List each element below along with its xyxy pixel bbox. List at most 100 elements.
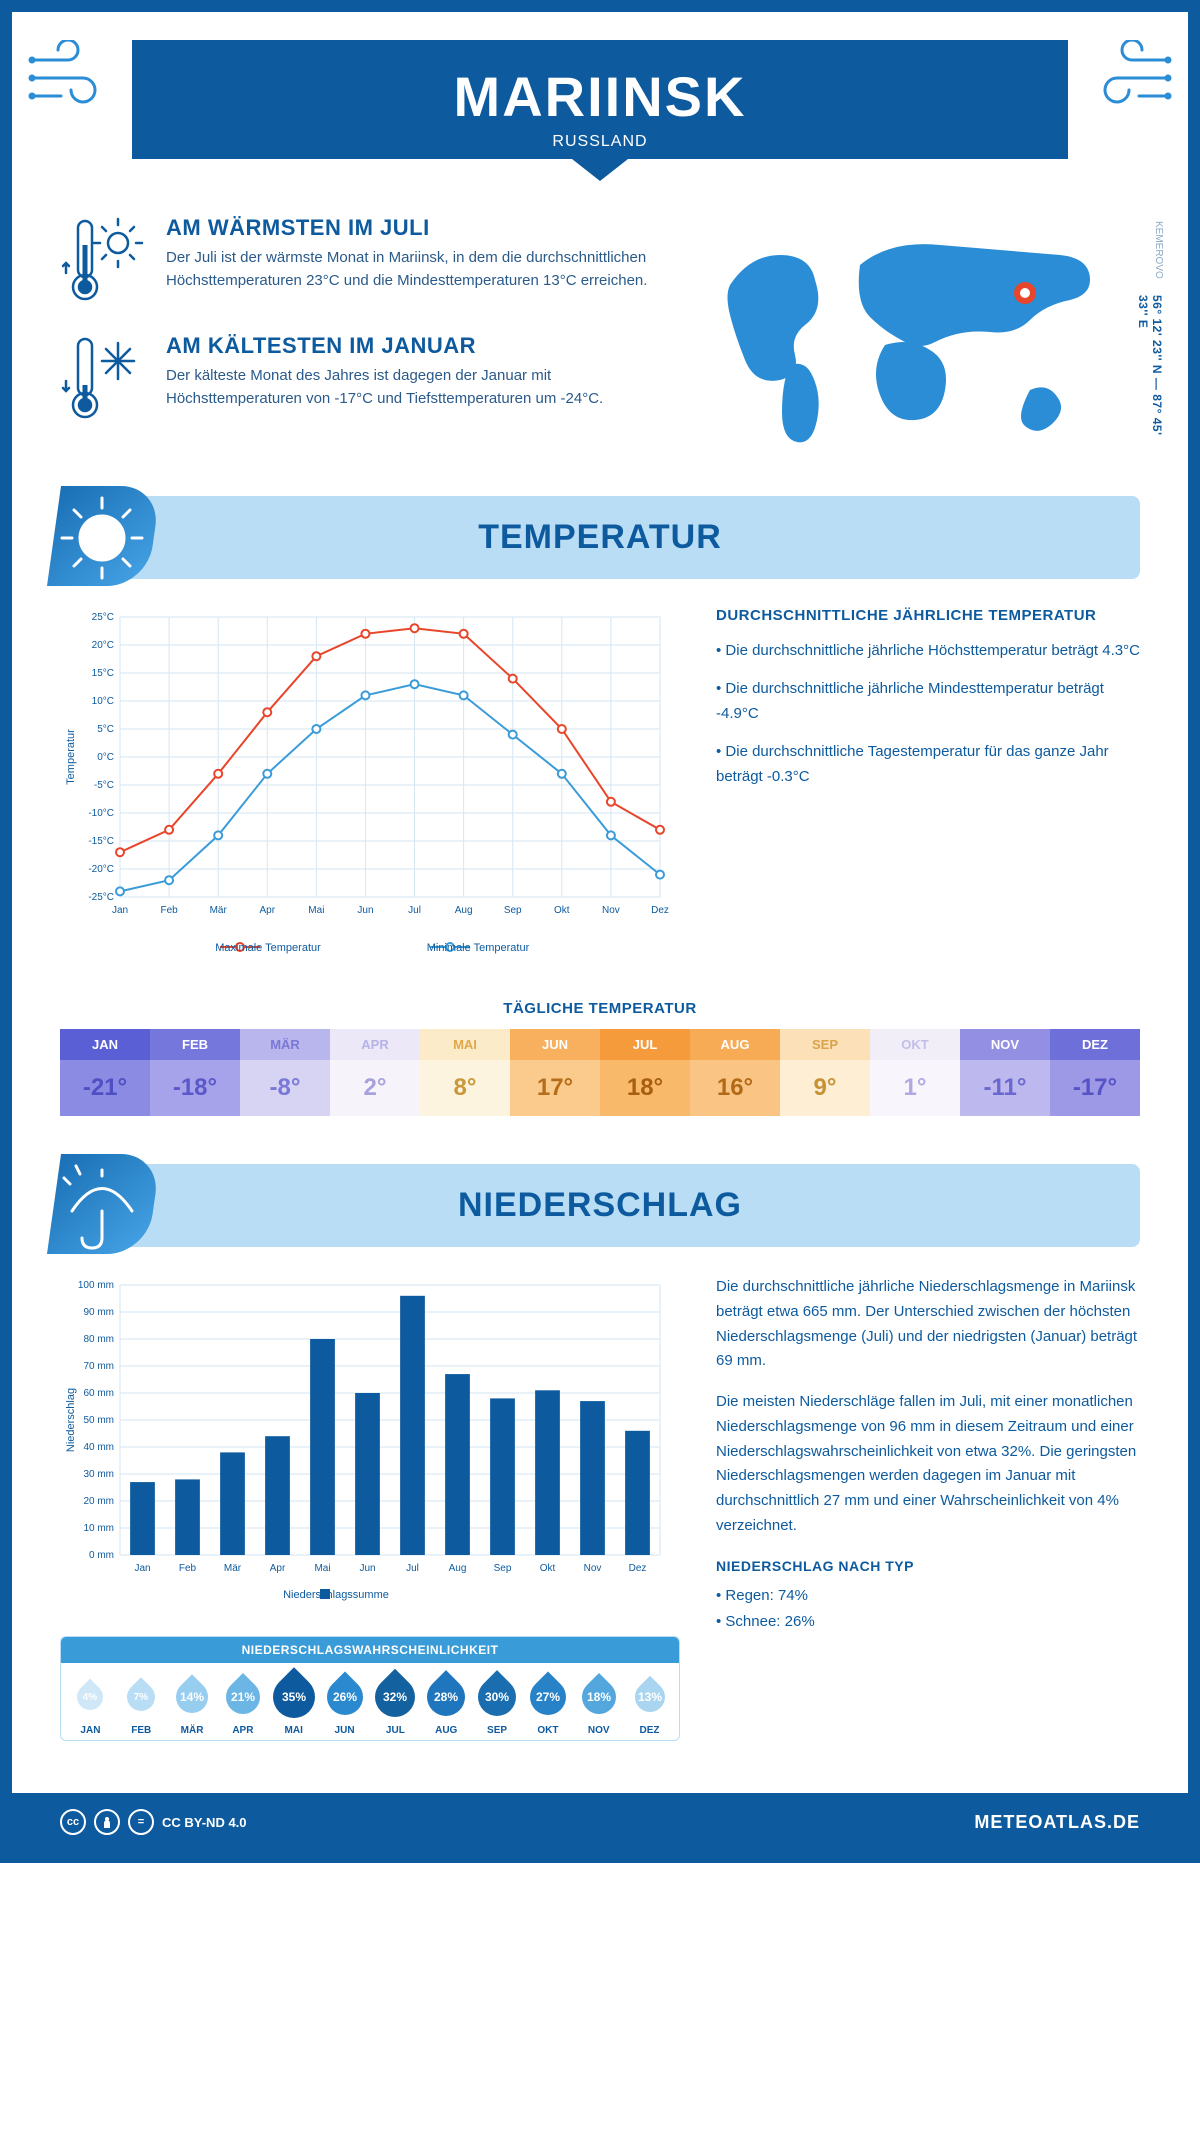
temp-info-title: DURCHSCHNITTLICHE JÄHRLICHE TEMPERATUR bbox=[716, 607, 1140, 624]
svg-text:Dez: Dez bbox=[651, 905, 669, 916]
thermometer-cold-icon bbox=[60, 333, 150, 423]
precip-drop: 28%AUG bbox=[421, 1673, 472, 1736]
svg-text:30 mm: 30 mm bbox=[83, 1469, 114, 1480]
precip-drop: 32%JUL bbox=[370, 1673, 421, 1736]
daily-temp-cell: JUL18° bbox=[600, 1029, 690, 1116]
svg-text:Sep: Sep bbox=[504, 905, 522, 916]
daily-temp-cell: JUN17° bbox=[510, 1029, 600, 1116]
svg-text:5°C: 5°C bbox=[97, 724, 114, 735]
precipitation-heading: NIEDERSCHLAG bbox=[60, 1186, 1140, 1225]
cc-icon: cc bbox=[60, 1809, 86, 1835]
daily-temp-cell: NOV-11° bbox=[960, 1029, 1050, 1116]
precip-type-b2: • Schnee: 26% bbox=[716, 1610, 1140, 1635]
svg-text:Jul: Jul bbox=[406, 1563, 419, 1574]
nd-icon: = bbox=[128, 1809, 154, 1835]
svg-text:Maximale Temperatur: Maximale Temperatur bbox=[215, 942, 321, 954]
daily-temp-title: TÄGLICHE TEMPERATUR bbox=[60, 1000, 1140, 1017]
temp-info-b1: • Die durchschnittliche jährliche Höchst… bbox=[716, 638, 1140, 664]
svg-text:Nov: Nov bbox=[602, 905, 620, 916]
svg-text:50 mm: 50 mm bbox=[83, 1415, 114, 1426]
svg-text:Jan: Jan bbox=[134, 1563, 150, 1574]
precip-p2: Die meisten Niederschläge fallen im Juli… bbox=[716, 1390, 1140, 1539]
brand-text: METEOATLAS.DE bbox=[974, 1812, 1140, 1833]
footer-bar: cc = CC BY-ND 4.0 METEOATLAS.DE bbox=[12, 1793, 1188, 1851]
svg-text:25°C: 25°C bbox=[92, 612, 114, 623]
precip-drop: 14%MÄR bbox=[167, 1673, 218, 1736]
city-title: MARIINSK bbox=[132, 64, 1068, 129]
precipitation-chart: 0 mm 10 mm 20 mm 30 mm 40 mm 50 mm 60 mm 70 mm 8… bbox=[60, 1275, 680, 1620]
svg-text:-5°C: -5°C bbox=[94, 780, 114, 791]
svg-text:Jun: Jun bbox=[359, 1563, 375, 1574]
warmest-title: AM WÄRMSTEN IM JULI bbox=[166, 215, 670, 241]
world-map-panel: KEMEROVO 56° 12' 23'' N — 87° 45' 33'' E bbox=[710, 215, 1140, 460]
warmest-fact: AM WÄRMSTEN IM JULI Der Juli ist der wär… bbox=[60, 215, 670, 305]
umbrella-section-icon bbox=[52, 1156, 152, 1256]
temperature-heading: TEMPERATUR bbox=[60, 518, 1140, 557]
world-map-icon bbox=[710, 215, 1110, 455]
license-text: CC BY-ND 4.0 bbox=[162, 1815, 247, 1830]
svg-text:20 mm: 20 mm bbox=[83, 1496, 114, 1507]
precip-type-title: NIEDERSCHLAG NACH TYP bbox=[716, 1555, 1140, 1578]
sun-section-icon bbox=[52, 488, 152, 588]
precip-drop: 27%OKT bbox=[522, 1673, 573, 1736]
precip-drop: 21%APR bbox=[217, 1673, 268, 1736]
svg-text:100 mm: 100 mm bbox=[78, 1280, 114, 1291]
wind-icon-right bbox=[1082, 40, 1172, 110]
precip-p1: Die durchschnittliche jährliche Niedersc… bbox=[716, 1275, 1140, 1374]
svg-text:Jun: Jun bbox=[357, 905, 373, 916]
svg-text:Minimale Temperatur: Minimale Temperatur bbox=[427, 942, 530, 954]
precip-type-b1: • Regen: 74% bbox=[716, 1584, 1140, 1609]
coldest-fact: AM KÄLTESTEN IM JANUAR Der kälteste Mona… bbox=[60, 333, 670, 423]
daily-temp-cell: OKT1° bbox=[870, 1029, 960, 1116]
svg-text:Feb: Feb bbox=[179, 1563, 197, 1574]
intro-row: AM WÄRMSTEN IM JULI Der Juli ist der wär… bbox=[60, 215, 1140, 460]
warmest-text: Der Juli ist der wärmste Monat in Mariin… bbox=[166, 247, 670, 292]
daily-temp-cell: AUG16° bbox=[690, 1029, 780, 1116]
svg-text:80 mm: 80 mm bbox=[83, 1334, 114, 1345]
precip-drop: 18%NOV bbox=[573, 1673, 624, 1736]
svg-text:-20°C: -20°C bbox=[88, 864, 114, 875]
svg-text:40 mm: 40 mm bbox=[83, 1442, 114, 1453]
svg-text:10 mm: 10 mm bbox=[83, 1523, 114, 1534]
wind-icon-left bbox=[28, 40, 118, 110]
svg-text:60 mm: 60 mm bbox=[83, 1388, 114, 1399]
daily-temp-cell: MAI8° bbox=[420, 1029, 510, 1116]
svg-text:Okt: Okt bbox=[540, 1563, 556, 1574]
temperature-section-bar: TEMPERATUR bbox=[60, 496, 1140, 579]
coldest-title: AM KÄLTESTEN IM JANUAR bbox=[166, 333, 670, 359]
precip-prob-title: NIEDERSCHLAGSWAHRSCHEINLICHKEIT bbox=[61, 1637, 679, 1663]
precip-probability-box: NIEDERSCHLAGSWAHRSCHEINLICHKEIT 4%JAN7%F… bbox=[60, 1636, 680, 1741]
svg-text:Mär: Mär bbox=[210, 905, 228, 916]
precip-drop: 7%FEB bbox=[116, 1673, 167, 1736]
svg-text:-15°C: -15°C bbox=[88, 836, 114, 847]
coords-label: 56° 12' 23'' N — 87° 45' 33'' E bbox=[1136, 295, 1164, 460]
coldest-text: Der kälteste Monat des Jahres ist dagege… bbox=[166, 365, 670, 410]
svg-text:Okt: Okt bbox=[554, 905, 570, 916]
daily-temp-grid: JAN-21°FEB-18°MÄR-8°APR2°MAI8°JUN17°JUL1… bbox=[60, 1029, 1140, 1116]
svg-text:Niederschlag: Niederschlag bbox=[65, 1388, 77, 1452]
precipitation-info: Die durchschnittliche jährliche Niedersc… bbox=[716, 1275, 1140, 1741]
header-band: MARIINSK RUSSLAND bbox=[132, 40, 1068, 159]
svg-text:Temperatur: Temperatur bbox=[65, 729, 77, 785]
svg-text:Apr: Apr bbox=[259, 905, 275, 916]
temp-info-b2: • Die durchschnittliche jährliche Mindes… bbox=[716, 676, 1140, 727]
svg-text:Nov: Nov bbox=[584, 1563, 602, 1574]
svg-text:Sep: Sep bbox=[494, 1563, 512, 1574]
precip-drop: 26%JUN bbox=[319, 1673, 370, 1736]
precipitation-section-bar: NIEDERSCHLAG bbox=[60, 1164, 1140, 1247]
svg-text:Feb: Feb bbox=[160, 905, 178, 916]
temperature-info: DURCHSCHNITTLICHE JÄHRLICHE TEMPERATUR •… bbox=[716, 607, 1140, 972]
svg-text:Niederschlagssumme: Niederschlagssumme bbox=[283, 1589, 389, 1601]
svg-text:70 mm: 70 mm bbox=[83, 1361, 114, 1372]
daily-temp-cell: SEP9° bbox=[780, 1029, 870, 1116]
svg-text:Jan: Jan bbox=[112, 905, 128, 916]
svg-text:15°C: 15°C bbox=[92, 668, 114, 679]
svg-text:0 mm: 0 mm bbox=[89, 1550, 114, 1561]
country-subtitle: RUSSLAND bbox=[132, 133, 1068, 151]
daily-temp-cell: APR2° bbox=[330, 1029, 420, 1116]
svg-text:Apr: Apr bbox=[270, 1563, 286, 1574]
infographic-frame: MARIINSK RUSSLAND AM WÄRMSTEN IM JULI De… bbox=[0, 0, 1200, 1863]
svg-text:0°C: 0°C bbox=[97, 752, 114, 763]
svg-text:10°C: 10°C bbox=[92, 696, 114, 707]
svg-text:Jul: Jul bbox=[408, 905, 421, 916]
